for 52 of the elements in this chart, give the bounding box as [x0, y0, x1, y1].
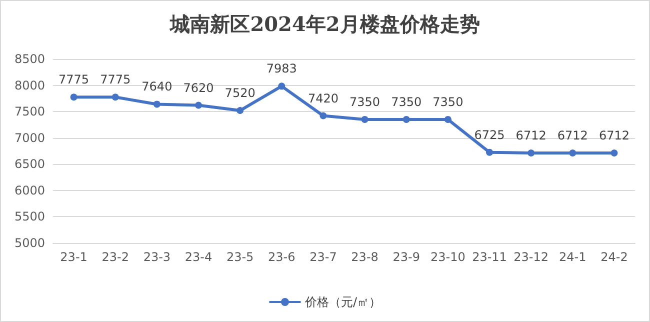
x-tick-label: 23-5	[226, 250, 254, 264]
data-label: 7620	[183, 80, 214, 95]
point	[610, 150, 618, 156]
data-label: 7350	[350, 94, 380, 109]
x-tick-label: 23-3	[143, 250, 171, 264]
data-label: 7983	[266, 62, 297, 76]
point	[569, 150, 576, 156]
point	[195, 102, 202, 109]
x-tick-label: 23-1	[60, 250, 88, 264]
y-tick-label: 6000	[14, 183, 45, 198]
chart-title: 城南新区2024年2月楼盘价格走势	[169, 12, 480, 36]
legend-label: 价格（元/㎡）	[304, 295, 382, 309]
y-tick-label: 7500	[14, 104, 45, 119]
y-tick-label: 8000	[14, 78, 45, 92]
x-tick-label: 23-7	[310, 250, 337, 264]
x-tick-label: 23-2	[102, 250, 129, 264]
point	[528, 150, 535, 156]
y-tick-label: 5000	[14, 236, 45, 250]
point	[486, 148, 493, 156]
x-tick-label: 24-1	[559, 250, 586, 264]
y-tick-label: 6500	[14, 157, 45, 172]
data-label: 7640	[142, 80, 172, 94]
x-tick-label: 23-11	[472, 250, 507, 264]
point	[444, 116, 452, 123]
point	[402, 116, 410, 123]
x-tick-label: 23-9	[392, 250, 420, 264]
point	[70, 94, 78, 101]
x-tick-label: 23-8	[351, 250, 378, 264]
point	[278, 82, 286, 90]
x-tick-label: 23-4	[184, 250, 212, 264]
data-label: 7775	[100, 72, 131, 87]
point	[320, 112, 327, 120]
y-tick-label: 8500	[14, 52, 45, 66]
point	[236, 107, 244, 114]
data-label: 6712	[516, 128, 546, 142]
x-tick-label: 23-12	[514, 250, 549, 264]
data-label: 7350	[432, 94, 464, 109]
data-label: 7775	[58, 72, 90, 87]
data-label: 7520	[224, 86, 256, 100]
data-label: 6712	[557, 128, 588, 142]
data-label: 7350	[391, 94, 422, 109]
y-tick-label: 5500	[14, 210, 45, 224]
point	[361, 116, 368, 123]
data-label: 7420	[308, 91, 338, 106]
point	[153, 100, 160, 108]
x-tick-label: 23-6	[268, 250, 296, 264]
y-tick-label: 7000	[14, 130, 45, 145]
x-tick-label: 24-2	[600, 250, 628, 264]
x-tick-label: 23-10	[430, 250, 466, 264]
data-label: 6712	[598, 128, 630, 142]
data-label: 6725	[474, 128, 505, 142]
point	[112, 94, 119, 101]
